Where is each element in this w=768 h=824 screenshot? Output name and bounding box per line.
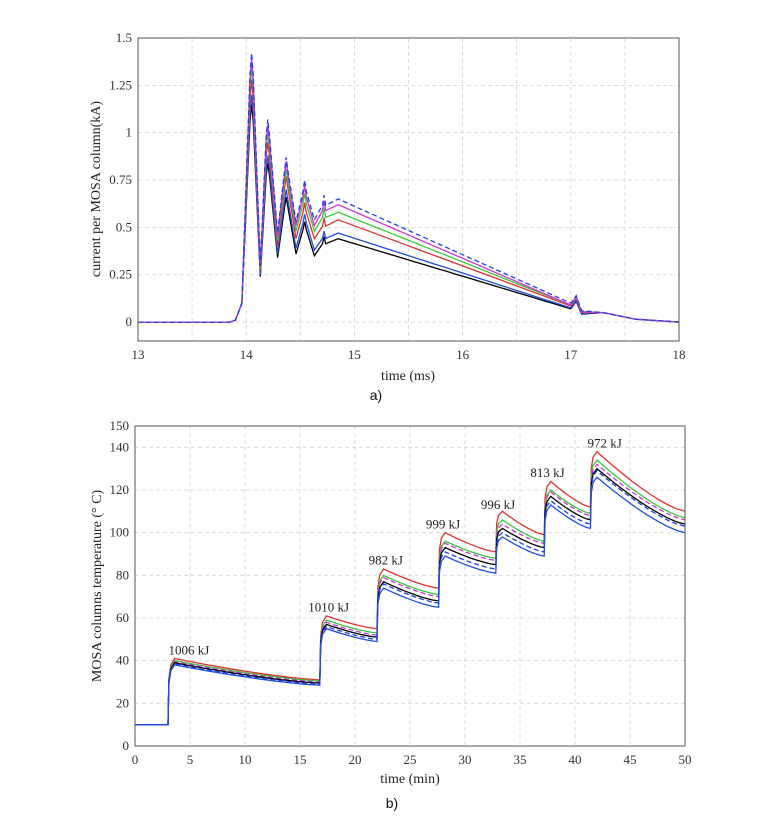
chart-a-line-case-2 <box>138 94 680 323</box>
chart-b-xtick-label: 0 <box>132 752 139 767</box>
chart-b-annotations: 1006 kJ 1010 kJ 982 kJ 999 kJ 996 kJ 813 kJ 97… <box>168 435 621 657</box>
chart-a: 0 0.25 0.5 0.75 1 1.25 1.5 13 14 15 16 17 18 time (m… <box>89 30 686 403</box>
chart-b-ytick-label: 40 <box>116 653 129 668</box>
chart-a-caption: a) <box>370 387 382 403</box>
chart-b-xtick-label: 40 <box>569 752 582 767</box>
chart-b-ytick-label: 0 <box>123 738 130 753</box>
chart-a-ytick-label: 0.25 <box>109 267 132 282</box>
chart-a-ytick-label: 0.5 <box>116 219 132 234</box>
chart-b-ytick-label: 150 <box>110 418 130 433</box>
chart-a-xlabel: time (ms) <box>381 369 435 384</box>
chart-b-series <box>135 450 686 726</box>
chart-b-energy-label: 813 kJ <box>530 465 564 480</box>
chart-a-ytick-label: 0 <box>126 314 133 329</box>
chart-a-ytick-label: 1.25 <box>109 77 132 92</box>
chart-b-ylabel: MOSA columns temperature (° C) <box>90 490 105 683</box>
chart-b-xtick-label: 15 <box>294 752 307 767</box>
chart-b-grid <box>134 425 686 747</box>
chart-b-energy-label: 1010 kJ <box>308 600 349 615</box>
chart-a-line-case-6 <box>138 53 680 323</box>
chart-b-energy-label: 1006 kJ <box>168 642 209 657</box>
chart-b-xtick-label: 5 <box>187 752 194 767</box>
chart-a-line-case-5 <box>138 58 680 323</box>
chart-a-ylabel: current per MOSA column(kA) <box>89 101 104 277</box>
chart-a-frame <box>137 37 680 342</box>
chart-a-line-case-1 <box>138 104 680 323</box>
chart-b-xtick-label: 35 <box>514 752 527 767</box>
chart-b-xtick-label: 25 <box>404 752 417 767</box>
chart-b-energy-label: 996 kJ <box>481 497 515 512</box>
chart-a-xtick-label: 13 <box>132 347 145 362</box>
chart-b-energy-label: 972 kJ <box>588 435 622 450</box>
chart-b-xtick-label: 30 <box>459 752 472 767</box>
chart-a-xtick-label: 15 <box>348 347 361 362</box>
chart-b-frame <box>134 425 686 747</box>
chart-a-ticks: 0 0.25 0.5 0.75 1 1.25 1.5 13 14 15 16 17 18 <box>109 30 685 362</box>
chart-b-ytick-label: 120 <box>110 482 130 497</box>
chart-b-xtick-label: 50 <box>679 752 692 767</box>
chart-b-xtick-label: 10 <box>239 752 252 767</box>
chart-b-line-case-blue-dash <box>135 469 686 726</box>
chart-a-series <box>138 53 680 323</box>
chart-b-ticks: 0 5 10 15 20 25 30 35 40 45 50 0 20 40 60 80 100 120 140 15… <box>110 418 692 767</box>
chart-a-xtick-label: 17 <box>564 347 578 362</box>
chart-b-ytick-label: 20 <box>116 695 129 710</box>
chart-a-ytick-label: 1 <box>126 125 133 140</box>
chart-b-ytick-label: 80 <box>116 567 129 582</box>
chart-a-xtick-label: 14 <box>240 347 254 362</box>
chart-b-line-case-blue <box>135 476 686 726</box>
chart-a-xtick-label: 16 <box>456 347 470 362</box>
chart-a-ytick-label: 0.75 <box>109 172 132 187</box>
chart-b-xtick-label: 20 <box>349 752 362 767</box>
chart-b: 0 5 10 15 20 25 30 35 40 45 50 0 20 40 60 80 100 120 140 15… <box>90 418 692 811</box>
chart-b-ytick-label: 100 <box>110 525 130 540</box>
chart-b-xlabel: time (min) <box>380 772 440 787</box>
chart-a-line-case-3 <box>138 79 680 323</box>
chart-a-grid <box>137 37 680 341</box>
chart-b-ytick-label: 140 <box>110 439 130 454</box>
chart-b-ytick-label: 60 <box>116 610 129 625</box>
chart-b-caption: b) <box>386 795 398 811</box>
chart-b-energy-label: 999 kJ <box>426 516 460 531</box>
chart-a-xtick-label: 18 <box>673 347 686 362</box>
chart-b-energy-label: 982 kJ <box>369 553 403 568</box>
chart-b-xtick-label: 45 <box>624 752 637 767</box>
chart-a-ytick-label: 1.5 <box>116 30 132 45</box>
